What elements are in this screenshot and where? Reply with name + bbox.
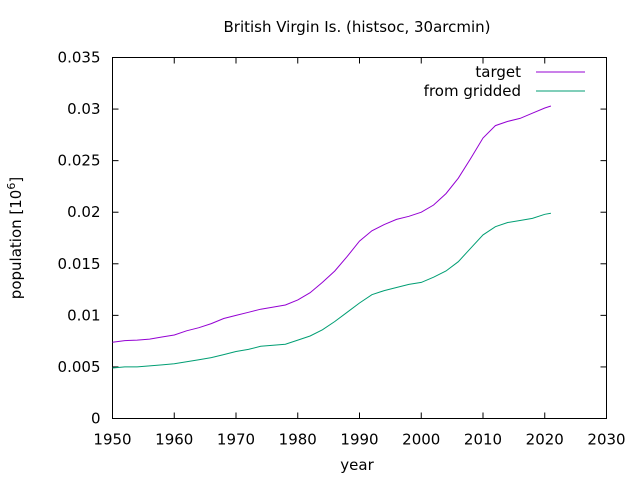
x-tick-label: 2010 bbox=[464, 431, 502, 449]
series-line-target bbox=[112, 105, 552, 343]
y-axis-label-superscript: 6 bbox=[5, 183, 18, 190]
series-lines bbox=[112, 105, 552, 369]
y-tick-label: 0.025 bbox=[58, 152, 101, 170]
legend-label: from gridded bbox=[424, 82, 521, 100]
y-tick-label: 0.035 bbox=[58, 49, 101, 67]
y-tick-label: 0.02 bbox=[67, 203, 100, 221]
x-tick-label: 1990 bbox=[340, 431, 378, 449]
series-line-from-gridded bbox=[112, 212, 551, 369]
x-tick-label: 2020 bbox=[526, 431, 564, 449]
x-tick-label: 1950 bbox=[93, 431, 131, 449]
y-tick-label: 0.03 bbox=[67, 100, 100, 118]
plot-area: 1950 1960 1970 1980 1990 2000 2010 2020 2030 0 0.… bbox=[58, 49, 626, 449]
x-axis-ticks: 1950 1960 1970 1980 1990 2000 2010 2020 2030 bbox=[93, 57, 626, 449]
x-tick-label: 2000 bbox=[402, 431, 440, 449]
y-axis-label-main: population [10 bbox=[7, 190, 25, 300]
y-tick-label: 0.005 bbox=[58, 358, 101, 376]
y-axis-label: population [106] bbox=[5, 177, 25, 299]
y-axis-label-close: ] bbox=[7, 177, 25, 183]
plot-frame bbox=[112, 57, 607, 419]
x-tick-label: 2030 bbox=[587, 431, 625, 449]
chart-title: British Virgin Is. (histsoc, 30arcmin) bbox=[223, 18, 490, 36]
x-axis-label: year bbox=[340, 456, 374, 474]
y-tick-label: 0 bbox=[91, 410, 101, 428]
legend-label: target bbox=[475, 63, 521, 81]
x-tick-label: 1960 bbox=[155, 431, 193, 449]
y-tick-label: 0.01 bbox=[67, 306, 100, 324]
x-tick-label: 1980 bbox=[279, 431, 317, 449]
y-tick-label: 0.015 bbox=[58, 255, 101, 273]
x-tick-label: 1970 bbox=[217, 431, 255, 449]
y-axis-ticks: 0 0.005 0.01 0.015 0.02 0.025 0.03 0.035 bbox=[58, 49, 607, 428]
